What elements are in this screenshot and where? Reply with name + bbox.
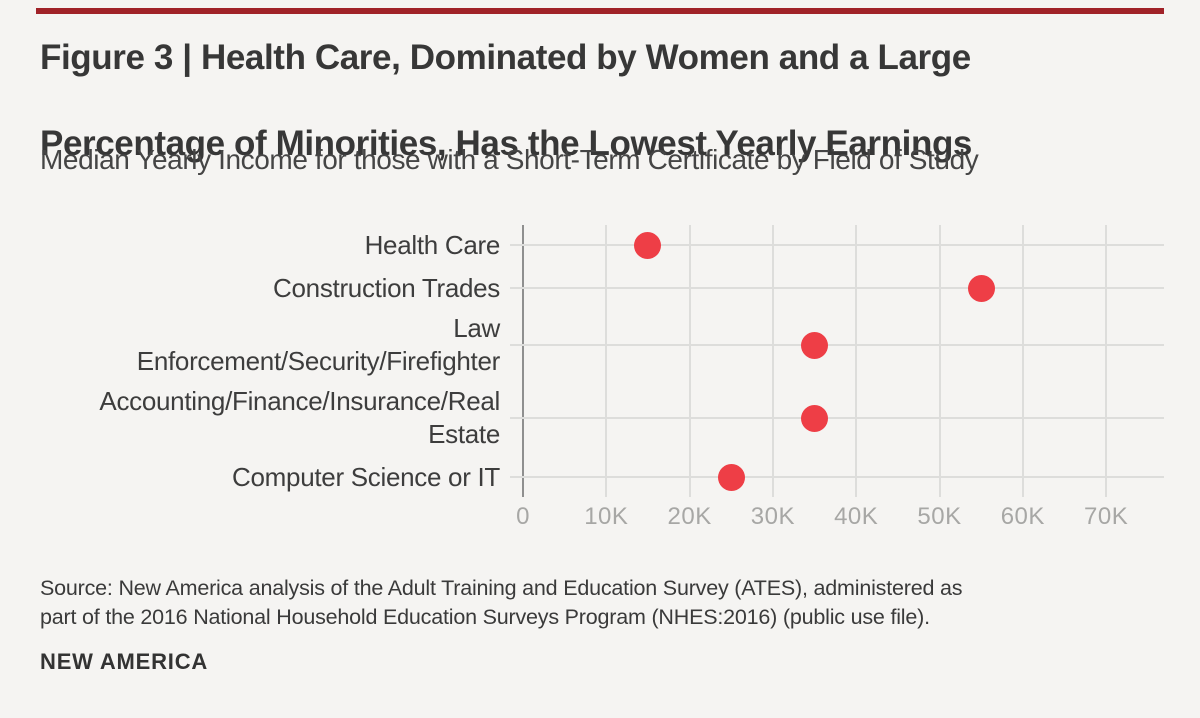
x-tick-label: 10K <box>584 503 629 530</box>
data-point-dot <box>801 331 829 359</box>
x-tick-label: 40K <box>834 503 879 530</box>
top-accent-bar <box>36 8 1164 14</box>
grid-line-vertical <box>1105 225 1108 497</box>
x-tick-label: 70K <box>1083 503 1129 530</box>
grid-line-vertical <box>938 225 941 497</box>
grid-line-vertical <box>688 225 691 497</box>
new-america-logo: NEW AMERICA <box>40 649 209 674</box>
category-label: Law Enforcement/Security/Firefighter <box>136 313 501 376</box>
source-note-line1: Source: New America analysis of the Adul… <box>40 576 963 600</box>
x-tick-label: 20K <box>667 503 712 530</box>
x-axis-zero-line <box>522 225 524 497</box>
x-tick-label: 50K <box>917 503 962 530</box>
data-point-dot <box>717 463 745 491</box>
source-note-line2: part of the 2016 National Household Educ… <box>40 604 930 629</box>
grid-line-horizontal <box>510 344 1164 346</box>
data-point-dot <box>967 274 995 302</box>
x-tick-label: 0 <box>516 503 530 530</box>
source-note: Source: New America analysis of the Adul… <box>40 574 1170 631</box>
data-point-dot <box>801 404 829 432</box>
figure-title: Figure 3 | Health Care, Dominated by Wom… <box>40 36 1170 165</box>
grid-line-vertical <box>1021 225 1024 497</box>
figure-title-line1: Figure 3 | Health Care, Dominated by Wom… <box>40 38 971 77</box>
grid-line-vertical <box>771 225 774 497</box>
plot-area: 0 10K 20K 30K 40K 50K 60K 70K <box>510 225 1164 530</box>
grid-line-horizontal <box>510 417 1164 419</box>
grid-line-horizontal <box>510 476 1164 478</box>
category-label: Accounting/Finance/Insurance/Real Estate <box>99 386 500 449</box>
category-label: Health Care <box>364 229 501 260</box>
figure-subtitle: Median Yearly Income for those with a Sh… <box>40 144 979 175</box>
grid-line-horizontal <box>510 244 1164 246</box>
category-label: Computer Science or IT <box>232 461 500 492</box>
grid-line-vertical <box>855 225 858 497</box>
data-point-dot <box>634 231 662 259</box>
x-tick-label: 60K <box>1000 503 1045 530</box>
figure-title-line2: Percentage of Minorities, Has the Lowest… <box>40 124 972 163</box>
category-label: Construction Trades <box>273 272 500 303</box>
category-axis-labels: Health Care Construction Trades Law Enforc… <box>30 225 500 497</box>
x-tick-label: 30K <box>750 503 795 530</box>
grid-line-vertical <box>605 225 608 497</box>
grid-line-horizontal <box>510 287 1164 289</box>
